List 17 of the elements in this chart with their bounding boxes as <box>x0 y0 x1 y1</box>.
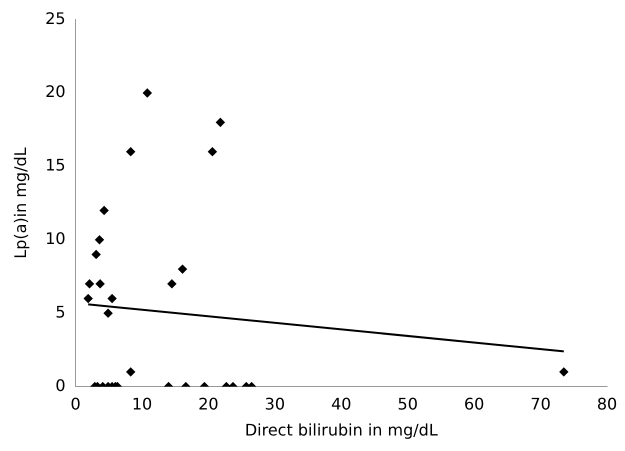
x-tick-label: 20 <box>198 394 219 414</box>
y-tick-label: 10 <box>45 228 66 248</box>
x-tick-label: 10 <box>132 394 152 414</box>
y-tick-label: 0 <box>55 376 66 395</box>
y-tick-label: 5 <box>55 302 66 322</box>
x-tick-label: 40 <box>331 394 352 414</box>
x-tick-label: 30 <box>264 394 286 414</box>
x-tick-label: 50 <box>398 394 418 414</box>
y-axis-title: Lp(a)in mg/dL <box>10 147 30 259</box>
x-tick-label: 60 <box>464 394 484 414</box>
y-tick-label: 15 <box>45 156 66 175</box>
x-tick-label: 0 <box>70 394 81 414</box>
x-tick-label: 80 <box>596 394 618 414</box>
y-tick-label: 20 <box>45 82 66 102</box>
y-tick-label: 25 <box>45 8 66 28</box>
x-axis-title: Direct bilirubin in mg/dL <box>244 420 438 440</box>
x-tick-label: 70 <box>530 394 551 414</box>
